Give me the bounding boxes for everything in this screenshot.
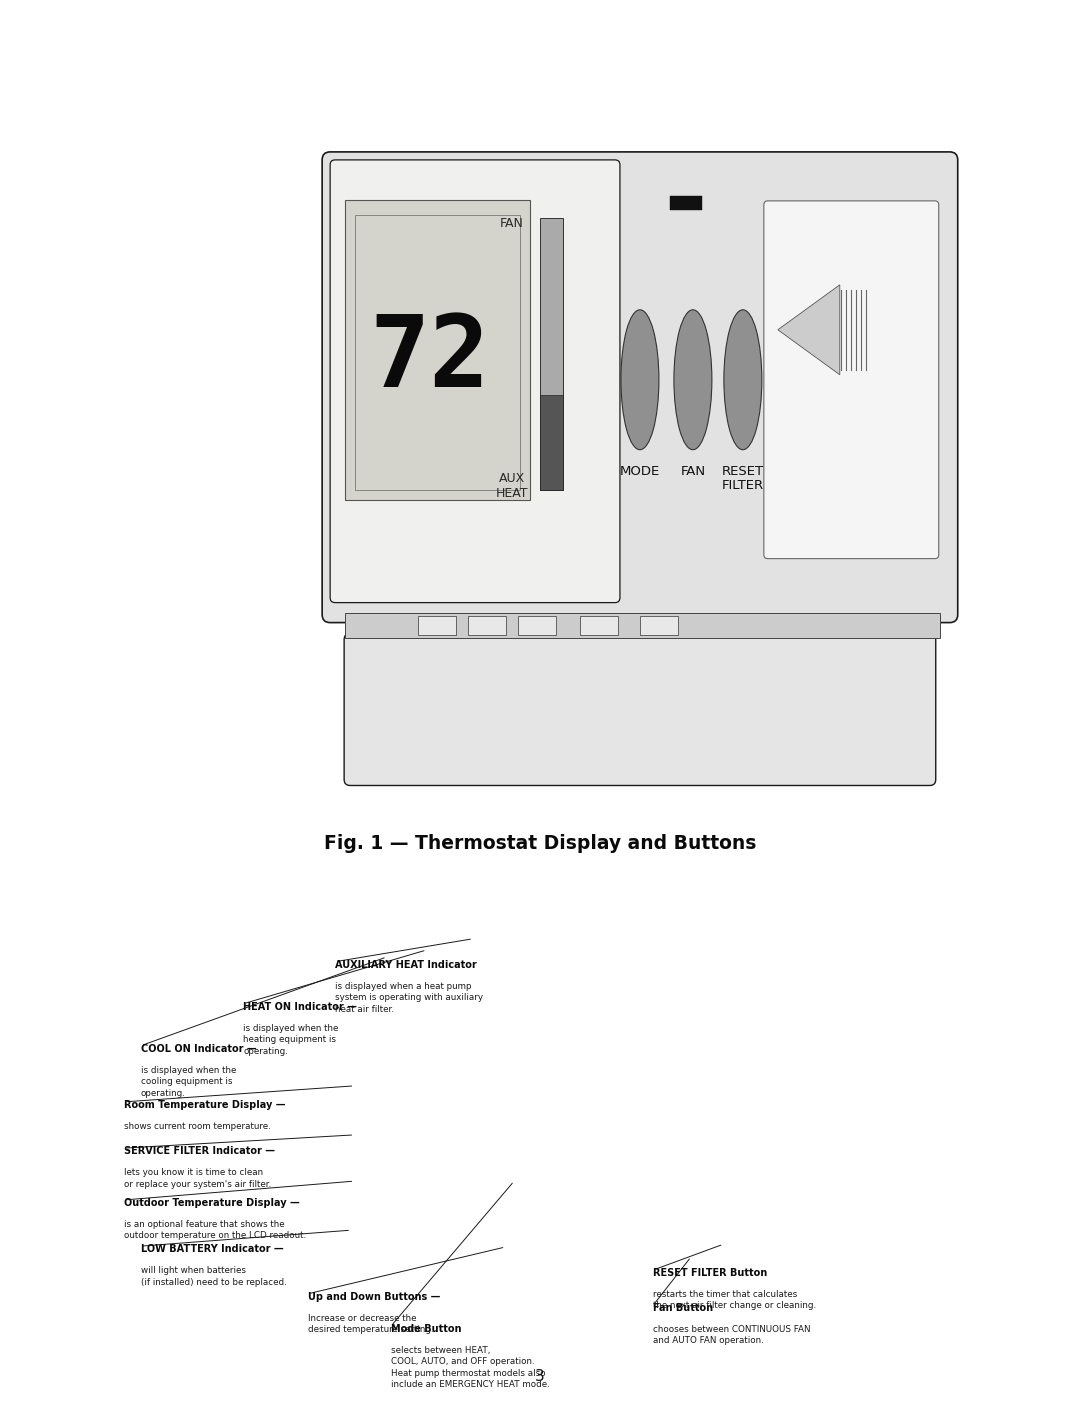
Text: MODE: MODE — [620, 464, 660, 478]
Text: will light when batteries
(if installed) need to be replaced.: will light when batteries (if installed)… — [140, 1266, 286, 1287]
Text: shows current room temperature.: shows current room temperature. — [124, 1122, 271, 1131]
Bar — [640, 615, 678, 635]
FancyBboxPatch shape — [764, 200, 939, 558]
Text: Up and Down Buttons —: Up and Down Buttons — — [308, 1291, 441, 1302]
Text: AUX
HEAT: AUX HEAT — [496, 471, 528, 499]
Ellipse shape — [724, 310, 761, 450]
Bar — [346, 613, 940, 638]
Text: HEAT ON Indicator —: HEAT ON Indicator — — [243, 1002, 357, 1012]
Bar — [670, 196, 702, 210]
Text: selects between HEAT,
COOL, AUTO, and OFF operation.
Heat pump thermostat models: selects between HEAT, COOL, AUTO, and OF… — [391, 1346, 550, 1389]
FancyBboxPatch shape — [322, 151, 958, 622]
Text: lets you know it is time to clean
or replace your system's air filter.: lets you know it is time to clean or rep… — [124, 1168, 272, 1189]
Text: chooses between CONTINUOUS FAN
and AUTO FAN operation.: chooses between CONTINUOUS FAN and AUTO … — [653, 1325, 811, 1346]
Text: is displayed when a heat pump
system is operating with auxiliary
heat air filter: is displayed when a heat pump system is … — [335, 981, 483, 1014]
Bar — [580, 615, 618, 635]
Bar — [418, 615, 456, 635]
Text: Mode Button: Mode Button — [391, 1323, 461, 1335]
Bar — [540, 217, 563, 489]
Text: restarts the timer that calculates
the next air filter change or cleaning.: restarts the timer that calculates the n… — [653, 1290, 816, 1311]
Text: Outdoor Temperature Display —: Outdoor Temperature Display — — [124, 1197, 300, 1209]
Text: FAN: FAN — [680, 464, 705, 478]
Text: 3: 3 — [535, 1370, 545, 1384]
Text: RESET
FILTER: RESET FILTER — [721, 464, 764, 492]
Text: LOW BATTERY Indicator —: LOW BATTERY Indicator — — [140, 1244, 283, 1255]
Text: Increase or decrease the
desired temperature setting.: Increase or decrease the desired tempera… — [308, 1314, 433, 1335]
Text: is an optional feature that shows the
outdoor temperature on the LCD readout.: is an optional feature that shows the ou… — [124, 1220, 307, 1241]
Ellipse shape — [674, 310, 712, 450]
Text: COOL ON Indicator —: COOL ON Indicator — — [140, 1044, 256, 1054]
Ellipse shape — [621, 310, 659, 450]
Bar — [540, 394, 563, 489]
Text: RESET FILTER Button: RESET FILTER Button — [653, 1267, 768, 1279]
FancyBboxPatch shape — [345, 634, 935, 785]
Text: Fig. 1 — Thermostat Display and Buttons: Fig. 1 — Thermostat Display and Buttons — [324, 834, 756, 854]
Text: FAN: FAN — [500, 217, 524, 230]
Text: is displayed when the
heating equipment is
operating.: is displayed when the heating equipment … — [243, 1023, 338, 1056]
Text: is displayed when the
cooling equipment is
operating.: is displayed when the cooling equipment … — [140, 1066, 237, 1098]
Text: 72: 72 — [369, 311, 490, 408]
Bar — [355, 215, 519, 489]
Text: Fan Button: Fan Button — [653, 1302, 714, 1314]
Text: AUXILIARY HEAT Indicator: AUXILIARY HEAT Indicator — [335, 960, 476, 970]
Text: Room Temperature Display —: Room Temperature Display — — [124, 1099, 286, 1110]
Text: SERVICE FILTER Indicator —: SERVICE FILTER Indicator — — [124, 1145, 275, 1157]
FancyBboxPatch shape — [330, 160, 620, 603]
Bar — [518, 615, 556, 635]
Bar — [346, 200, 530, 499]
Polygon shape — [778, 285, 840, 374]
Bar — [468, 615, 507, 635]
